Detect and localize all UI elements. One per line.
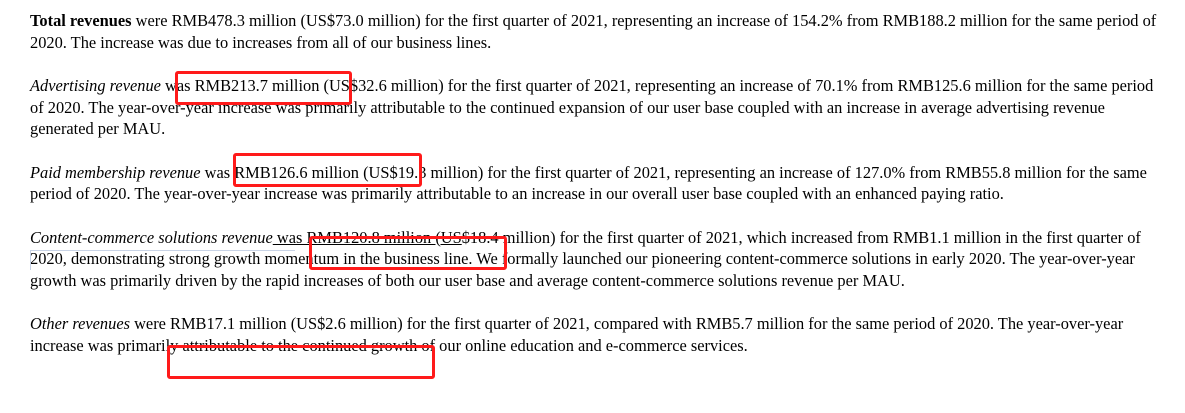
paid-membership-text: $19.3 million) for the first quarter of … <box>30 162 1147 204</box>
total-revenues-text: were RMB478.3 million (US$73.0 million) … <box>30 11 1157 52</box>
advertising-revenue-heading: Advertising revenue <box>30 76 161 95</box>
other-revenues-heading: Other revenues <box>30 314 130 333</box>
paragraph-paid-membership-revenue: Paid membership revenue was RMB126.6 mil… <box>30 162 1160 205</box>
paid-membership-heading: Paid membership revenue <box>30 162 201 182</box>
text-cursor <box>30 250 31 270</box>
content-commerce-highlight: was RMB120.8 million (US <box>272 227 462 247</box>
paragraph-advertising-revenue: Advertising revenue was RMB213.7 million… <box>30 75 1160 140</box>
selection-guide-line <box>30 250 295 251</box>
advertising-revenue-highlight: was RMB213.7 million <box>160 76 320 95</box>
document-body: Total revenues were RMB478.3 million (US… <box>30 10 1160 378</box>
total-revenues-heading: Total revenues <box>30 11 132 30</box>
content-commerce-heading: Content-commerce solutions revenue <box>30 227 273 247</box>
paragraph-total-revenues: Total revenues were RMB478.3 million (US… <box>30 10 1160 53</box>
content-commerce-text: $18.4 million) for the first quarter of … <box>30 227 1141 290</box>
paragraph-other-revenues: Other revenues were RMB17.1 million (US$… <box>30 313 1160 356</box>
paragraph-content-commerce-revenue: Content-commerce solutions revenue was R… <box>30 227 1160 292</box>
paid-membership-highlight: was RMB126.6 million (US <box>200 162 390 182</box>
other-revenues-highlight: were RMB17.1 million (US$2.6 million) <box>129 314 403 333</box>
